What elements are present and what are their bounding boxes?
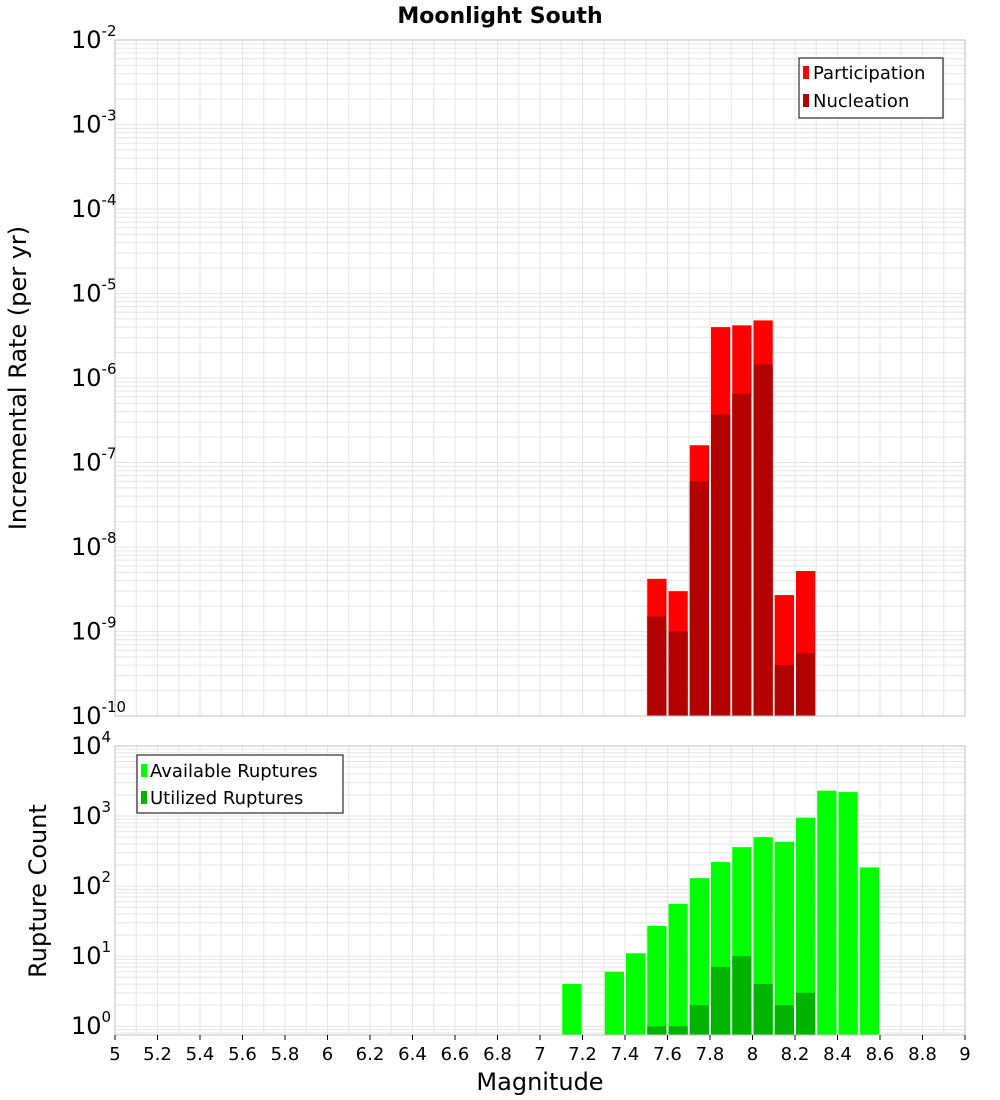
available-bar: [859, 867, 879, 1035]
x-tick-label: 7.8: [696, 1044, 725, 1065]
x-tick-label: 7: [534, 1044, 545, 1065]
y-tick-label: 10-7: [71, 445, 117, 477]
nucleation-bar: [796, 653, 816, 716]
available-bar: [838, 792, 858, 1035]
x-tick-label: 6: [322, 1044, 333, 1065]
y-tick-label: 10-6: [71, 360, 117, 392]
available-legend-label: Available Ruptures: [150, 761, 318, 782]
nucleation-legend-label: Nucleation: [813, 91, 909, 112]
nucleation-bar: [689, 481, 709, 716]
participation-legend-swatch: [803, 66, 809, 79]
x-tick-label: 6.2: [356, 1044, 385, 1065]
nucleation-legend-swatch: [803, 94, 809, 107]
available-bar: [647, 925, 667, 1035]
nucleation-bar: [732, 393, 752, 716]
nucleation-bar: [753, 364, 773, 716]
nucleation-bar: [647, 616, 667, 716]
x-tick-label: 8.4: [823, 1044, 852, 1065]
available-bar: [604, 971, 624, 1035]
y-tick-label: 103: [71, 798, 111, 830]
rate-bars: [647, 320, 816, 716]
available-bar: [796, 817, 816, 1035]
count-y-ticks: 100 101 102 103 104: [71, 728, 111, 1040]
count-bars: [562, 790, 879, 1035]
y-tick-label: 10-9: [71, 614, 117, 646]
available-bar: [668, 903, 688, 1035]
nucleation-bar: [668, 631, 688, 716]
available-bar: [689, 878, 709, 1035]
rate-y-ticks: 10-10 10-9 10-8 10-7 10-6 10-5 10-4 10-3 10-2: [71, 22, 126, 730]
x-tick-label: 5.4: [186, 1044, 215, 1065]
y-tick-label: 101: [71, 938, 111, 970]
x-tick-label: 7.2: [568, 1044, 597, 1065]
y-tick-label: 10-4: [71, 191, 117, 223]
available-bar: [774, 841, 794, 1035]
utilized-bar: [796, 992, 816, 1035]
count-x-ticks: 5 5.2 5.4 5.6 5.8 6 6.2 6.4 6.6 6.8 7 7.2 7.4 7.6 7.8 8…: [109, 1035, 971, 1065]
y-tick-label: 10-10: [71, 698, 126, 730]
rate-legend-box: [798, 57, 944, 119]
nucleation-bar: [774, 665, 794, 716]
utilized-bar: [774, 1005, 794, 1035]
x-tick-label: 8.8: [908, 1044, 937, 1065]
available-legend-swatch: [141, 764, 147, 777]
x-tick-label: 6.8: [483, 1044, 512, 1065]
rate-plot-border: [114, 39, 966, 717]
x-tick-label: 5.8: [271, 1044, 300, 1065]
utilized-bar: [732, 956, 752, 1035]
x-tick-label: 8.6: [866, 1044, 895, 1065]
nucleation-bar: [711, 414, 731, 716]
x-tick-label: 9: [959, 1044, 970, 1065]
y-tick-label: 102: [71, 868, 111, 900]
available-bar: [817, 790, 837, 1035]
y-tick-label: 10-8: [71, 529, 117, 561]
x-tick-label: 6.6: [441, 1044, 470, 1065]
x-tick-label: 5.2: [143, 1044, 172, 1065]
utilized-bar: [689, 1005, 709, 1035]
y-tick-label: 100: [71, 1008, 111, 1040]
rate-legend: Participation Nucleation: [798, 57, 944, 119]
utilized-bar: [647, 1026, 667, 1035]
utilized-legend-label: Utilized Ruptures: [150, 788, 303, 809]
utilized-bar: [711, 967, 731, 1035]
y-tick-label: 10-2: [71, 22, 117, 54]
x-tick-label: 7.4: [611, 1044, 640, 1065]
count-y-axis-label: Rupture Count: [24, 804, 52, 978]
rate-grid: [114, 40, 966, 717]
chart-title: Moonlight South: [397, 4, 602, 29]
y-tick-label: 10-5: [71, 276, 117, 308]
x-tick-label: 5.6: [228, 1044, 257, 1065]
x-tick-label: 8: [747, 1044, 758, 1065]
participation-legend-label: Participation: [813, 63, 925, 84]
available-bar: [562, 984, 582, 1035]
count-legend-box: [136, 754, 344, 814]
utilized-legend-swatch: [141, 791, 147, 804]
x-axis-label: Magnitude: [476, 1068, 603, 1096]
x-tick-label: 5: [109, 1044, 120, 1065]
count-panel: 100 101 102 103 104 5 5.2 5.4 5.6 5.8 6 6.2 6.4 6.6 6…: [24, 728, 971, 1096]
x-tick-label: 8.2: [781, 1044, 810, 1065]
rate-y-axis-label: Incremental Rate (per yr): [4, 226, 32, 530]
y-tick-label: 104: [71, 728, 111, 760]
count-legend: Available Ruptures Utilized Ruptures: [136, 754, 344, 814]
available-bar: [626, 953, 646, 1035]
rate-panel: 10-10 10-9 10-8 10-7 10-6 10-5 10-4 10-3 10-2 In…: [4, 22, 966, 730]
y-tick-label: 10-3: [71, 107, 117, 139]
utilized-bar: [668, 1026, 688, 1035]
utilized-bar: [753, 984, 773, 1035]
x-tick-label: 6.4: [398, 1044, 427, 1065]
x-tick-label: 7.6: [653, 1044, 682, 1065]
